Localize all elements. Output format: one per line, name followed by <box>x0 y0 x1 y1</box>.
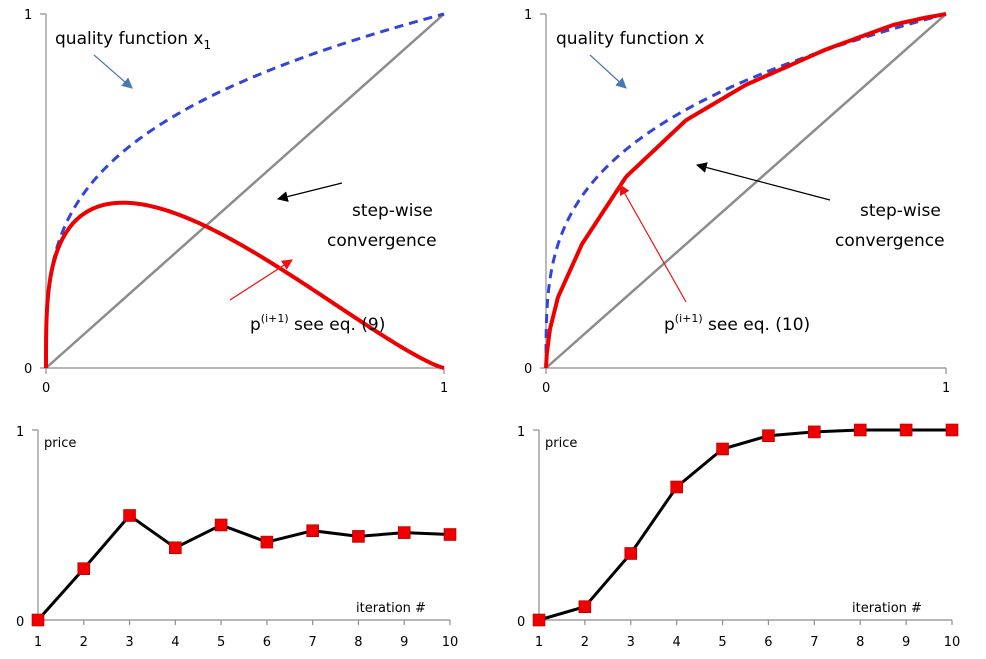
cobweb-left-diagonal <box>45 13 445 369</box>
price-right-marker-8 <box>853 423 867 437</box>
price-right-marker-7 <box>808 425 821 439</box>
cobweb-right-convergence-line2: convergence <box>835 231 945 251</box>
price-left-marker-1 <box>31 613 45 627</box>
price-left-xtick-2: 2 <box>80 635 88 650</box>
price-left-ylabel: price <box>44 436 76 451</box>
cobweb-right-map-curve <box>544 12 947 369</box>
price-right-marker-1 <box>532 613 546 627</box>
cobweb-left-map-label: p(i+1) see eq. (9) <box>250 312 385 335</box>
cobweb-left-convergence-line2: convergence <box>327 231 437 251</box>
cobweb-right-convergence-arrow <box>695 162 831 201</box>
price-left-marker-8 <box>352 530 365 543</box>
price-left-ytick-1: 1 <box>16 425 24 440</box>
price-right-xtick-2: 2 <box>581 635 589 650</box>
price-right-xticks: 1 2 3 4 5 6 7 8 9 10 <box>535 620 960 650</box>
price-right-xtick-1: 1 <box>535 635 543 650</box>
price-right-xtick-4: 4 <box>673 635 681 650</box>
price-right-markers <box>532 423 959 627</box>
cobweb-left-panel: 1 0 0 1 quality function x1 step-wise co… <box>24 8 448 396</box>
price-right-xtick-3: 3 <box>627 635 635 650</box>
cobweb-right-quality-label: quality function x <box>556 29 704 49</box>
cobweb-left-map-arrow <box>229 259 293 301</box>
price-left-marker-3 <box>123 509 136 522</box>
price-right-xtick-6: 6 <box>764 635 772 650</box>
price-left-xtick-1: 1 <box>34 635 42 650</box>
price-right-xtick-7: 7 <box>810 635 818 650</box>
price-left-marker-6 <box>260 535 274 549</box>
price-right-marker-5 <box>716 442 729 456</box>
price-left-xtick-6: 6 <box>263 635 271 650</box>
price-right-xlabel: iteration # <box>852 601 922 616</box>
price-left-marker-5 <box>214 518 228 532</box>
price-right-xtick-10: 10 <box>944 635 961 650</box>
cobweb-right-convergence-line1: step-wise <box>860 201 941 221</box>
price-left-xticks: 1 2 3 4 5 6 7 8 9 10 <box>34 620 458 650</box>
cobweb-left-map-curve <box>44 200 445 370</box>
cobweb-right-ytick-0: 0 <box>524 362 532 377</box>
price-right-xtick-8: 8 <box>856 635 864 650</box>
price-left-xtick-4: 4 <box>171 635 179 650</box>
cobweb-right-map-arrow <box>619 184 687 303</box>
price-left-markers <box>31 509 457 627</box>
cobweb-right-xtick-0: 0 <box>542 381 550 396</box>
price-right-marker-4 <box>670 480 683 494</box>
price-right-marker-9 <box>899 423 913 437</box>
cobweb-left-convergence-line1: step-wise <box>352 201 433 221</box>
price-right-xtick-9: 9 <box>902 635 910 650</box>
price-left-marker-4 <box>169 541 182 555</box>
cobweb-right-diagonal <box>545 13 947 369</box>
price-right-ylabel: price <box>545 436 577 451</box>
price-left-series-line <box>36 513 451 621</box>
cobweb-left-quality-label: quality function x1 <box>55 29 211 52</box>
cobweb-left-quality-arrow <box>93 54 133 89</box>
cobweb-right-xtick-1: 1 <box>942 381 950 396</box>
price-left-xtick-10: 10 <box>442 635 459 650</box>
price-right-ytick-1: 1 <box>517 425 525 440</box>
cobweb-right-panel: 1 0 0 1 quality function x step-wise con… <box>524 8 950 396</box>
price-right-xtick-5: 5 <box>718 635 726 650</box>
price-right-series-line <box>538 428 952 622</box>
cobweb-left-convergence-arrow <box>276 182 343 202</box>
cobweb-left-ytick-0: 0 <box>24 362 32 377</box>
cobweb-left-ytick-1: 1 <box>24 8 32 23</box>
price-left-xlabel: iteration # <box>356 601 426 616</box>
price-left-marker-2 <box>77 562 91 576</box>
price-left-marker-7 <box>306 524 319 538</box>
price-left-marker-10 <box>443 528 457 541</box>
price-right-marker-3 <box>624 547 638 560</box>
price-left-xtick-7: 7 <box>309 635 317 650</box>
cobweb-left-xtick-0: 0 <box>42 381 50 396</box>
price-left-panel: 1 2 3 4 5 6 7 8 9 10 1 0 price iteration # <box>16 425 458 650</box>
cobweb-right-quality-arrow <box>589 54 627 89</box>
price-right-ytick-0: 0 <box>517 615 525 630</box>
price-right-marker-10 <box>945 423 959 437</box>
cobweb-right-ytick-1: 1 <box>524 8 532 23</box>
price-left-marker-9 <box>397 526 411 539</box>
cobweb-left-xtick-1: 1 <box>440 381 448 396</box>
price-left-ytick-0: 0 <box>16 615 24 630</box>
price-right-marker-2 <box>578 600 592 614</box>
price-left-xtick-3: 3 <box>125 635 133 650</box>
cobweb-right-map-label: p(i+1) see eq. (10) <box>664 312 810 335</box>
price-left-xtick-5: 5 <box>217 635 225 650</box>
price-left-xtick-8: 8 <box>354 635 362 650</box>
price-right-marker-6 <box>762 429 775 443</box>
price-left-xtick-9: 9 <box>400 635 408 650</box>
price-right-panel: 1 2 3 4 5 6 7 8 9 10 1 0 price iteration # <box>517 423 960 650</box>
